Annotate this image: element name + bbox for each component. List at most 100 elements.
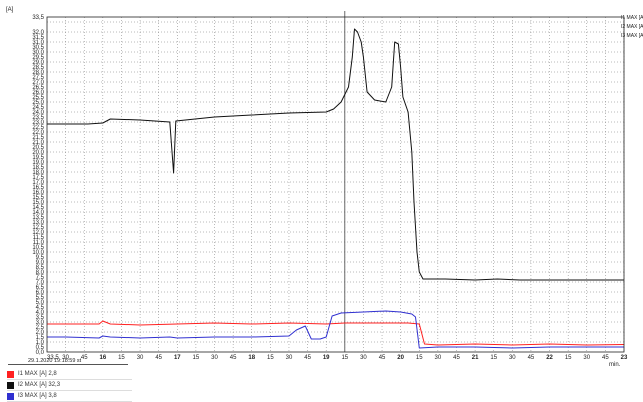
x-tick-label: 15 [193,355,200,361]
x-tick-label: 45 [453,355,460,361]
x-tick-label: 45 [230,355,237,361]
x-tick-label: 15 [565,355,572,361]
legend-label: I3 MAX [A] [621,33,643,39]
legend-series-name: I1 MAX [A] [18,371,47,377]
y-tick-label: 11,5 [33,235,45,241]
x-tick-label: 15 [490,355,497,361]
x-tick-label: 30 [286,355,293,361]
x-tick-label: 15 [118,355,125,361]
y-tick-label: 3,5 [36,315,45,321]
y-tick-label: 21,0 [32,140,44,146]
x-axis-unit: min. [609,362,621,368]
x-tick-label: 30 [435,355,442,361]
legend-right-item-i2[interactable]: I2 MAX [A] [619,23,643,32]
y-tick-label: 32,0 [32,30,44,36]
y-tick-label: 3,0 [36,320,45,326]
x-tick-label: 19 [323,355,330,361]
y-tick-label: 23,0 [32,120,44,126]
y-tick-label: 31,5 [32,35,44,41]
y-tick-label: 24,0 [32,110,44,116]
legend-swatch [7,370,14,378]
legend-bottom-item-i3[interactable]: I3 MAX [A] 3,8 [7,391,132,402]
legend-swatch [7,381,14,389]
y-tick-label: 14,5 [32,205,44,211]
y-tick-label: 8,0 [36,270,45,276]
x-tick-label: 30 [360,355,367,361]
y-tick-label: 29,0 [32,60,44,66]
legend-label: I1 MAX [A] [621,15,643,21]
y-tick-label: 28,5 [32,65,44,71]
legend-bottom: I1 MAX [A] 2,8 I2 MAX [A] 32,3 I3 MAX [A… [7,369,132,402]
y-tick-label: 19,0 [32,160,44,166]
y-tick-label: 10,0 [32,250,44,256]
y-tick-label: 10,5 [32,245,44,251]
y-tick-label: 26,5 [32,85,44,91]
x-tick-label: 33,5 [47,355,59,361]
y-tick-label: 12,0 [32,230,44,236]
y-tick-label: 33,5 [32,15,44,21]
chart-series-group [47,28,625,349]
series-line-i2 [47,28,624,281]
y-tick-label: 27,0 [32,80,44,86]
x-tick-label: 22 [546,355,553,361]
y-tick-label: 22,5 [32,125,44,131]
legend-right-item-i1[interactable]: I1 MAX [A] [619,14,643,23]
y-tick-label: 30,5 [32,45,44,51]
y-tick-label: 1,5 [36,335,45,341]
y-tick-label: 21,5 [32,135,44,141]
y-tick-label: 16,5 [32,185,44,191]
legend-series-value: 3,8 [48,393,57,399]
y-tick-label: 31,0 [32,40,44,46]
y-tick-label: 14,0 [32,210,44,216]
x-tick-label: 45 [528,355,535,361]
legend-series-name: I3 MAX [A] [18,393,47,399]
y-axis-unit: [A] [6,7,14,13]
y-tick-label: 26,0 [32,90,44,96]
legend-bottom-item-i1[interactable]: I1 MAX [A] 2,8 [7,369,132,380]
y-tick-label: 29,5 [32,55,44,61]
x-tick-label: 30 [211,355,218,361]
y-tick-label: 8,5 [36,265,45,271]
y-tick-label: 9,5 [36,255,45,261]
legend-right: I1 MAX [A] I2 MAX [A] I3 MAX [A] [619,14,643,41]
legend-series-value: 2,8 [48,371,57,377]
y-tick-label: 1,0 [36,340,45,346]
y-tick-label: 22,0 [32,130,44,136]
x-tick-label: 45 [304,355,311,361]
y-tick-label: 20,5 [32,145,44,151]
legend-right-item-i3[interactable]: I3 MAX [A] [619,32,643,41]
y-tick-label: 17,0 [32,180,44,186]
y-tick-label: 27,5 [32,75,44,81]
y-tick-label: 20,0 [32,150,44,156]
y-tick-label: 30,0 [32,50,44,56]
y-tick-label: 2,5 [36,325,45,331]
x-tick-label: 45 [379,355,386,361]
y-tick-label: 2,0 [36,330,45,336]
y-tick-label: 17,5 [32,175,44,181]
x-tick-label: 45 [602,355,609,361]
x-tick-label: 23 [621,355,628,361]
y-tick-label: 0,5 [36,345,45,351]
y-tick-label: 13,5 [32,215,44,221]
x-tick-label: 15 [341,355,348,361]
x-tick-label: 30 [509,355,516,361]
x-tick-label: 20 [397,355,404,361]
y-tick-label: 9,0 [36,260,45,266]
x-tick-label: 45 [155,355,162,361]
y-tick-label: 6,5 [36,285,45,291]
y-tick-label: 16,0 [32,190,44,196]
legend-series-value: 32,3 [48,382,61,388]
x-tick-label: 17 [174,355,181,361]
x-tick-label: 30 [583,355,590,361]
legend-bottom-item-i2[interactable]: I2 MAX [A] 32,3 [7,380,132,391]
y-tick-label: 15,0 [32,200,44,206]
y-tick-label: 11,0 [33,240,45,246]
y-tick-label: 4,0 [36,310,45,316]
y-tick-label: 13,0 [32,220,44,226]
x-tick-label: 15 [416,355,423,361]
y-tick-label: 18,0 [32,170,44,176]
chart-grid [47,17,625,352]
y-tick-label: 0,0 [36,350,45,356]
x-tick-label: 21 [472,355,479,361]
y-tick-label: 6,0 [36,290,45,296]
